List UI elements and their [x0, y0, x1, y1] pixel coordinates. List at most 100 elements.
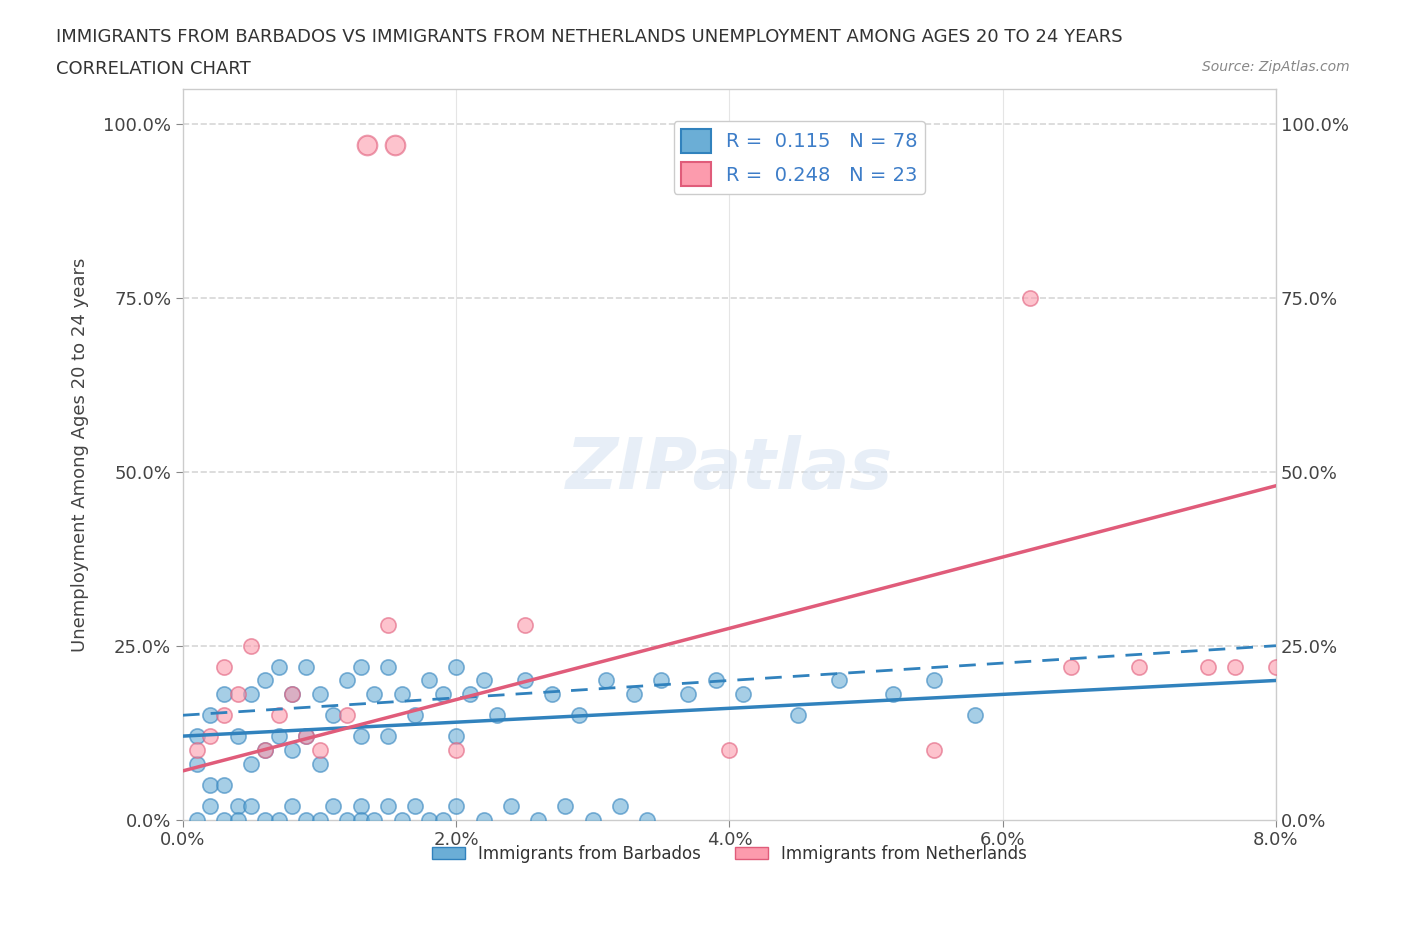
Immigrants from Barbados [418, 812, 440, 827]
Immigrants from Barbados [527, 812, 550, 827]
Immigrants from Barbados [363, 812, 385, 827]
Immigrants from Barbados [336, 812, 359, 827]
Immigrants from Barbados [882, 687, 904, 702]
Immigrants from Barbados [432, 812, 454, 827]
Immigrants from Netherlands [1019, 290, 1042, 305]
Immigrants from Netherlands [1223, 659, 1246, 674]
Immigrants from Barbados [828, 673, 851, 688]
Immigrants from Barbados [308, 687, 330, 702]
Immigrants from Barbados [391, 687, 413, 702]
Immigrants from Barbados [623, 687, 645, 702]
Immigrants from Netherlands [513, 618, 536, 632]
Text: IMMIGRANTS FROM BARBADOS VS IMMIGRANTS FROM NETHERLANDS UNEMPLOYMENT AMONG AGES : IMMIGRANTS FROM BARBADOS VS IMMIGRANTS F… [56, 28, 1123, 46]
Immigrants from Netherlands [1128, 659, 1150, 674]
Immigrants from Netherlands [308, 742, 330, 757]
Immigrants from Barbados [281, 742, 304, 757]
Immigrants from Barbados [281, 798, 304, 813]
Immigrants from Barbados [418, 673, 440, 688]
Immigrants from Netherlands [336, 708, 359, 723]
Immigrants from Barbados [186, 729, 208, 744]
Immigrants from Barbados [322, 798, 344, 813]
Immigrants from Barbados [212, 687, 235, 702]
Immigrants from Barbados [349, 798, 371, 813]
Immigrants from Barbados [322, 708, 344, 723]
Immigrants from Barbados [704, 673, 727, 688]
Immigrants from Barbados [444, 729, 467, 744]
Immigrants from Barbados [965, 708, 987, 723]
Immigrants from Barbados [404, 798, 426, 813]
Immigrants from Barbados [308, 812, 330, 827]
Immigrants from Barbados [568, 708, 591, 723]
Immigrants from Barbados [472, 673, 495, 688]
Immigrants from Netherlands [240, 638, 263, 653]
Immigrants from Barbados [295, 659, 318, 674]
Immigrants from Barbados [637, 812, 659, 827]
Immigrants from Barbados [924, 673, 946, 688]
Immigrants from Barbados [240, 756, 263, 771]
Immigrants from Barbados [786, 708, 808, 723]
Immigrants from Barbados [513, 673, 536, 688]
Immigrants from Netherlands [212, 708, 235, 723]
Immigrants from Barbados [200, 798, 222, 813]
Immigrants from Barbados [391, 812, 413, 827]
Legend: Immigrants from Barbados, Immigrants from Netherlands: Immigrants from Barbados, Immigrants fro… [425, 838, 1033, 870]
Immigrants from Barbados [186, 812, 208, 827]
Immigrants from Barbados [226, 798, 249, 813]
Immigrants from Barbados [444, 659, 467, 674]
Immigrants from Netherlands [200, 729, 222, 744]
Y-axis label: Unemployment Among Ages 20 to 24 years: Unemployment Among Ages 20 to 24 years [72, 258, 89, 652]
Point [384, 138, 406, 153]
Immigrants from Barbados [540, 687, 562, 702]
Immigrants from Netherlands [267, 708, 290, 723]
Immigrants from Barbados [267, 812, 290, 827]
Immigrants from Barbados [733, 687, 755, 702]
Immigrants from Netherlands [212, 659, 235, 674]
Immigrants from Barbados [200, 777, 222, 792]
Immigrants from Barbados [554, 798, 576, 813]
Immigrants from Barbados [432, 687, 454, 702]
Immigrants from Netherlands [1197, 659, 1219, 674]
Immigrants from Barbados [281, 687, 304, 702]
Immigrants from Barbados [186, 756, 208, 771]
Immigrants from Barbados [240, 687, 263, 702]
Immigrants from Netherlands [444, 742, 467, 757]
Immigrants from Barbados [295, 729, 318, 744]
Immigrants from Barbados [295, 812, 318, 827]
Immigrants from Barbados [595, 673, 617, 688]
Text: ZIPatlas: ZIPatlas [565, 434, 893, 503]
Immigrants from Barbados [582, 812, 605, 827]
Immigrants from Barbados [240, 798, 263, 813]
Immigrants from Barbados [650, 673, 672, 688]
Immigrants from Barbados [458, 687, 481, 702]
Immigrants from Barbados [609, 798, 631, 813]
Immigrants from Netherlands [186, 742, 208, 757]
Immigrants from Netherlands [226, 687, 249, 702]
Immigrants from Netherlands [1060, 659, 1083, 674]
Immigrants from Barbados [200, 708, 222, 723]
Immigrants from Barbados [253, 742, 276, 757]
Text: Source: ZipAtlas.com: Source: ZipAtlas.com [1202, 60, 1350, 74]
Immigrants from Netherlands [718, 742, 741, 757]
Immigrants from Barbados [678, 687, 700, 702]
Immigrants from Netherlands [253, 742, 276, 757]
Immigrants from Netherlands [1265, 659, 1288, 674]
Immigrants from Netherlands [924, 742, 946, 757]
Immigrants from Barbados [212, 777, 235, 792]
Immigrants from Barbados [253, 673, 276, 688]
Immigrants from Barbados [226, 729, 249, 744]
Immigrants from Barbados [349, 812, 371, 827]
Immigrants from Barbados [444, 798, 467, 813]
Immigrants from Barbados [253, 812, 276, 827]
Immigrants from Barbados [349, 659, 371, 674]
Immigrants from Barbados [363, 687, 385, 702]
Immigrants from Barbados [377, 798, 399, 813]
Immigrants from Barbados [377, 659, 399, 674]
Immigrants from Barbados [308, 756, 330, 771]
Immigrants from Barbados [349, 729, 371, 744]
Immigrants from Barbados [336, 673, 359, 688]
Point [356, 138, 378, 153]
Immigrants from Barbados [404, 708, 426, 723]
Immigrants from Netherlands [377, 618, 399, 632]
Immigrants from Barbados [377, 729, 399, 744]
Immigrants from Barbados [226, 812, 249, 827]
